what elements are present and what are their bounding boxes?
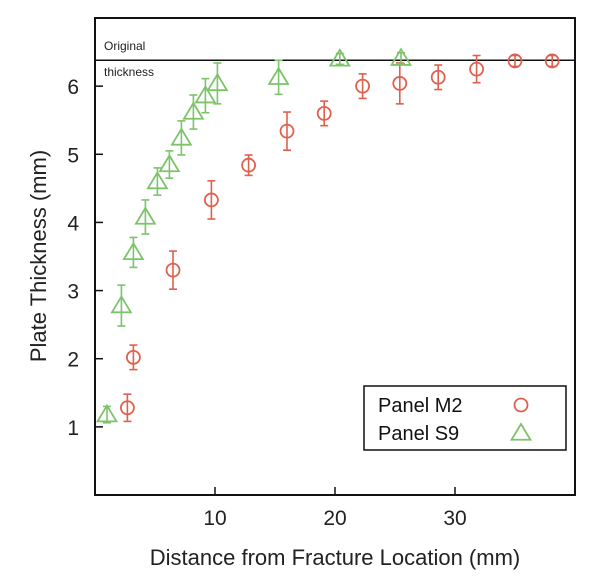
- y-axis-title: Plate Thickness (mm): [26, 150, 51, 362]
- series-panel-s9: [95, 47, 413, 424]
- data-point-circle: [469, 61, 485, 77]
- data-point-triangle: [122, 241, 145, 261]
- data-point-circle: [430, 69, 446, 85]
- x-tick-label: 10: [203, 507, 226, 530]
- data-point-triangle: [328, 48, 351, 67]
- x-axis-title: Distance from Fracture Location (mm): [150, 545, 520, 570]
- legend-box: [363, 385, 567, 451]
- y-tick-label: 3: [67, 281, 79, 304]
- data-point-triangle: [158, 153, 181, 173]
- data-point-triangle: [170, 127, 193, 146]
- data-point-circle: [165, 262, 181, 278]
- data-point-triangle: [206, 72, 229, 92]
- data-point-circle: [279, 123, 295, 139]
- reference-line-group: Original thickness: [95, 39, 575, 79]
- data-point-triangle: [134, 206, 157, 225]
- y-tick-label: 5: [67, 144, 79, 167]
- y-tick-label: 2: [67, 349, 79, 372]
- data-point-triangle: [194, 84, 217, 104]
- legend-marker-circle: [513, 397, 529, 413]
- y-tick-label: 1: [67, 417, 79, 440]
- data-point-circle: [125, 349, 141, 365]
- data-point-circle: [203, 192, 219, 208]
- legend-label-panel-s9: Panel S9: [378, 423, 459, 445]
- series-panel-m2: [120, 53, 560, 423]
- y-tick-label: 6: [67, 76, 79, 99]
- series-group: [95, 47, 560, 424]
- x-tick-label: 20: [323, 507, 346, 530]
- data-point-circle: [507, 53, 523, 69]
- data-point-triangle: [110, 294, 133, 314]
- original-thickness-label: thickness: [104, 65, 154, 79]
- data-point-circle: [120, 400, 135, 416]
- y-tick-label: 4: [67, 212, 79, 235]
- data-point-circle: [544, 53, 560, 69]
- data-point-circle: [392, 76, 408, 91]
- data-point-circle: [355, 78, 371, 94]
- x-tick-label: 30: [443, 507, 466, 530]
- data-point-circle: [241, 157, 257, 173]
- original-thickness-label: Original: [104, 39, 145, 53]
- data-point-triangle: [95, 403, 119, 423]
- legend-marker-triangle: [509, 422, 533, 441]
- data-point-circle: [316, 106, 332, 121]
- data-point-triangle: [146, 170, 169, 190]
- data-point-triangle: [182, 101, 205, 120]
- data-point-triangle: [389, 47, 413, 66]
- legend: Panel M2 Panel S9: [363, 385, 567, 451]
- data-point-triangle: [267, 66, 290, 85]
- legend-label-panel-m2: Panel M2: [378, 395, 463, 417]
- ticks-group: 10 20 30 1 2 3 4 5 6: [67, 76, 466, 530]
- legend-markers: [509, 397, 533, 441]
